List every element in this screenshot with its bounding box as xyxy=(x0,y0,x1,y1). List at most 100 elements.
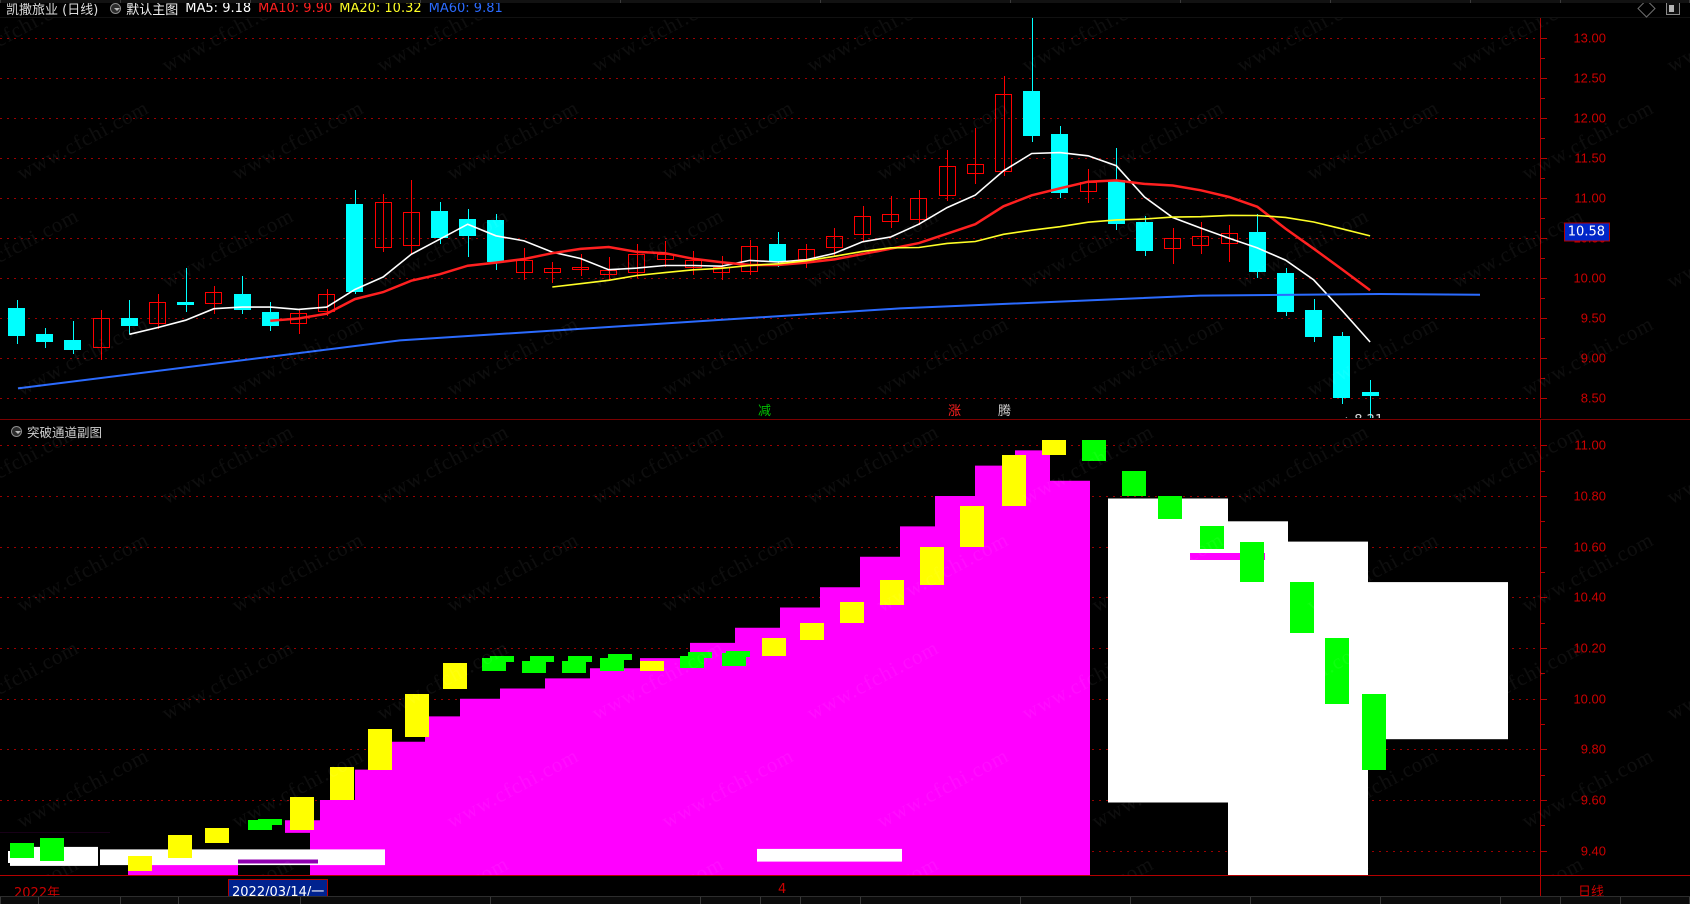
frame-divider xyxy=(1010,0,1011,3)
axis-tick-label: 11.50 xyxy=(1574,150,1606,166)
candle-wick xyxy=(863,206,864,242)
ma5-value: MA5: 9.18 xyxy=(185,1,252,16)
candle-body xyxy=(1362,391,1379,397)
price-gridline xyxy=(0,546,1540,548)
half-square-icon[interactable] xyxy=(1666,2,1680,15)
chevron-circle-icon[interactable] xyxy=(110,3,122,14)
ma20-value: MA20: 10.32 xyxy=(339,1,422,16)
candle-body xyxy=(1164,238,1181,250)
axis-tick-label: 10.40 xyxy=(1573,589,1606,605)
price-gridline xyxy=(0,78,1540,79)
axis-minor-tick xyxy=(1541,825,1545,827)
candle-wick xyxy=(1173,228,1174,264)
axis-minor-tick xyxy=(1541,218,1545,219)
candle-wick xyxy=(581,254,582,277)
ma-line-60 xyxy=(17,292,1481,390)
sub-bar xyxy=(368,729,392,770)
candle-body xyxy=(741,246,758,272)
candle-body xyxy=(8,308,25,336)
candle-wick xyxy=(1201,222,1202,254)
axis-minor-tick xyxy=(1541,298,1545,299)
ma-line-5 xyxy=(129,151,1371,343)
main-plot-area[interactable]: ←13.38←8.21减涨腾 xyxy=(0,18,1540,418)
current-price-tag: 10.58 xyxy=(1563,222,1610,242)
axis-tick-mark xyxy=(1541,238,1547,239)
axis-tick-label: 12.50 xyxy=(1573,70,1606,86)
sub-bar xyxy=(1122,470,1146,496)
axis-tick-label: 9.50 xyxy=(1580,310,1606,326)
frame-divider xyxy=(0,0,1,3)
sub-bar xyxy=(10,843,34,859)
axis-minor-tick xyxy=(1541,338,1545,339)
axis-minor-tick xyxy=(1541,98,1545,99)
frame-divider xyxy=(420,0,421,3)
sub-panel-header: 突破通道副图 xyxy=(6,422,102,441)
frame-divider xyxy=(1620,897,1621,904)
price-gridline xyxy=(0,318,1540,319)
frame-divider xyxy=(760,897,761,904)
candle-wick xyxy=(383,194,384,253)
sub-bar-dash xyxy=(726,650,750,657)
frame-divider xyxy=(1020,897,1021,904)
axis-tick-mark xyxy=(1541,78,1547,79)
frame-divider xyxy=(800,897,801,904)
axis-minor-tick xyxy=(1541,178,1545,179)
sub-bar xyxy=(840,602,864,623)
sub-bar xyxy=(40,838,64,861)
main-price-panel[interactable]: ←13.38←8.21减涨腾 13.0012.5012.0011.5011.00… xyxy=(0,18,1690,418)
candle-body xyxy=(1333,335,1350,398)
candle-body xyxy=(628,254,645,274)
axis-minor-tick xyxy=(1541,470,1545,472)
axis-tick-mark xyxy=(1541,800,1547,801)
axis-tick-mark xyxy=(1541,698,1547,700)
frame-divider xyxy=(620,0,621,3)
candle-body xyxy=(403,212,420,246)
sub-bar xyxy=(205,827,229,844)
candle-body xyxy=(544,268,561,274)
candle-wick xyxy=(524,247,525,280)
sub-bar xyxy=(960,506,984,547)
candle-wick xyxy=(750,239,751,275)
axis-minor-tick xyxy=(1541,378,1545,379)
frame-divider xyxy=(490,897,491,904)
sub-bar xyxy=(600,658,624,671)
candle-body xyxy=(262,311,279,326)
candle-wick xyxy=(806,244,807,269)
channel-baseline xyxy=(238,859,318,864)
frame-divider xyxy=(1380,897,1381,904)
axis-tick-mark xyxy=(1541,749,1547,751)
frame-divider xyxy=(300,897,301,904)
frame-divider xyxy=(1560,0,1561,3)
frame-divider xyxy=(38,897,39,904)
breakout-channel-panel[interactable]: 突破通道副图 11.00 10.80 10.60 10.40 10.20 10.00 9.8… xyxy=(0,419,1690,875)
axis-tick-mark xyxy=(1541,198,1547,199)
axis-tick-mark xyxy=(1541,318,1547,319)
frame-divider xyxy=(120,0,121,3)
frame-divider xyxy=(700,897,701,904)
axis-tick-label: 10.00 xyxy=(1573,691,1606,707)
sub-bar-dash xyxy=(568,655,592,662)
ma10-value: MA10: 9.90 xyxy=(258,1,333,16)
price-annotation-low: ←8.21 xyxy=(1343,413,1383,418)
chevron-circle-icon[interactable] xyxy=(11,426,22,437)
sub-bar xyxy=(1290,582,1314,633)
candle-body xyxy=(967,164,984,174)
sub-bar xyxy=(1002,455,1026,507)
price-gridline xyxy=(0,597,1540,599)
axis-tick-mark xyxy=(1541,496,1547,497)
candle-body xyxy=(826,236,843,248)
channel-band-magenta xyxy=(1190,553,1265,560)
candle-wick xyxy=(186,268,187,312)
axis-tick-label: 10.00 xyxy=(1573,270,1606,286)
axis-tick-label: 12.00 xyxy=(1573,110,1606,126)
candle-wick xyxy=(947,150,948,202)
frame-divider xyxy=(1330,0,1331,3)
axis-minor-tick xyxy=(1541,774,1545,776)
candle-body xyxy=(713,266,730,274)
axis-minor-tick xyxy=(1541,724,1545,725)
candle-wick xyxy=(327,289,328,317)
candle-body xyxy=(1136,222,1153,251)
price-gridline xyxy=(0,358,1540,359)
axis-tick-label: 13.00 xyxy=(1573,30,1606,46)
sub-plot-area[interactable] xyxy=(0,420,1540,875)
